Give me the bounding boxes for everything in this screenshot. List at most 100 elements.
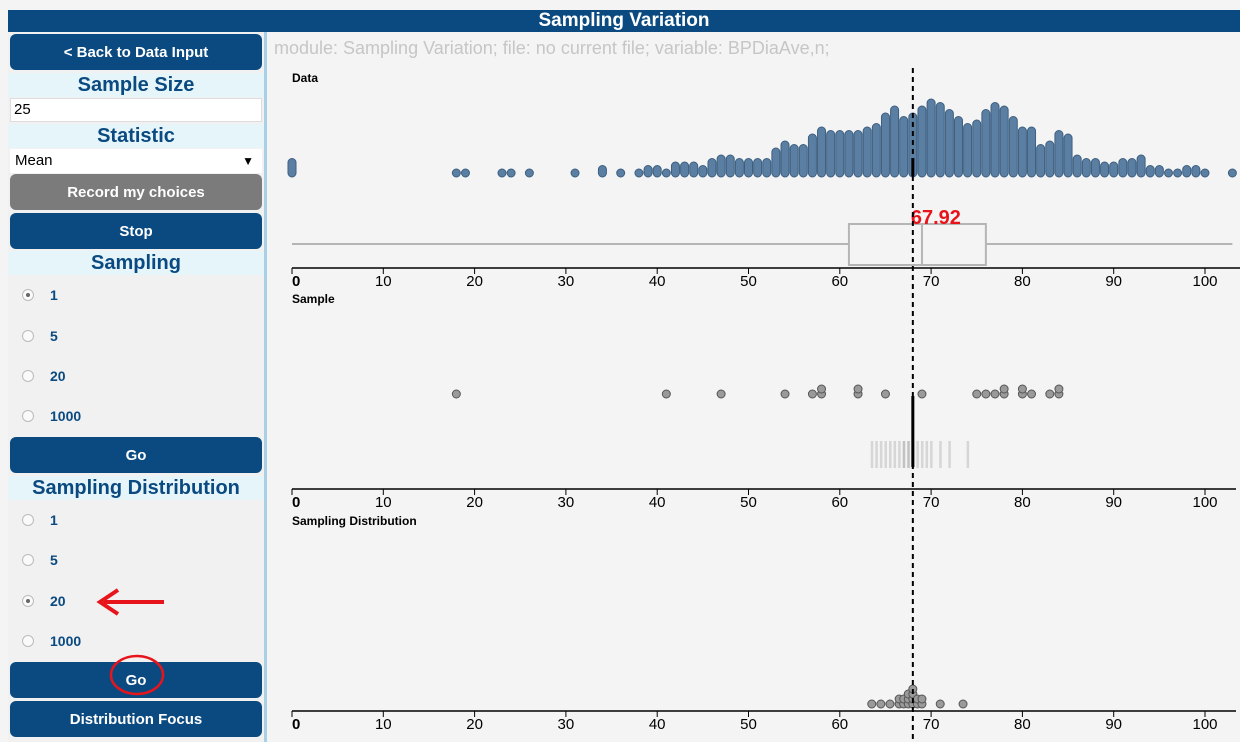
x-axis-tick-label: 60 [831, 273, 848, 290]
data-dot-column [707, 158, 717, 178]
x-axes: 0 10 20 30 40 50 60 70 80 90 1000 10 20 30 40 50 60 70 80 9… [291, 267, 1240, 733]
data-dot-column [1072, 154, 1082, 178]
data-dot-column [899, 116, 909, 178]
app-title: Sampling Variation [8, 10, 1240, 32]
panel-title-sampling-distribution: Sampling Distribution [292, 514, 417, 528]
sampling-distribution-option-label: 1000 [50, 633, 82, 649]
sample-dot [880, 389, 890, 399]
statistic-select-value: Mean [15, 152, 53, 169]
data-dot-column [287, 158, 297, 178]
radio-icon [22, 635, 34, 647]
data-dot-column [1090, 158, 1100, 178]
x-axis-tick-label: 80 [1014, 716, 1031, 733]
data-dot-column [780, 140, 790, 178]
sample-size-input[interactable]: 25 [10, 98, 262, 122]
data-dot-column [451, 168, 461, 178]
sampling-option-label: 1000 [50, 408, 82, 424]
sampling-distribution-dot [867, 699, 877, 709]
x-axis-tick-label: 40 [649, 273, 666, 290]
sample-dot [972, 389, 982, 399]
radio-icon [22, 330, 34, 342]
sampling-option-1000[interactable]: 1000 [22, 406, 81, 426]
sample-dot [990, 389, 1000, 399]
sampling-distribution-heading: Sampling Distribution [8, 476, 264, 500]
statistic-value-label: 67.92 [911, 207, 961, 229]
data-dot-column [972, 119, 982, 178]
data-dot-column [1109, 161, 1119, 178]
x-axis-tick-label: 90 [1105, 494, 1122, 511]
sampling-distribution-option-20[interactable]: 20 [22, 591, 66, 611]
data-dot-column [753, 158, 763, 178]
sample-dot [451, 389, 461, 399]
sampling-distribution-go-button[interactable]: Go [10, 662, 262, 698]
panel-title-sample: Sample [292, 292, 335, 306]
sample-dot [981, 389, 991, 399]
sample-dot [661, 389, 671, 399]
sampling-option-5[interactable]: 5 [22, 326, 58, 346]
sample-dot [917, 389, 927, 399]
x-axis-tick-label: 0 [292, 273, 300, 290]
x-axis-tick-label: 40 [649, 494, 666, 511]
sampling-distribution-dot [876, 699, 886, 709]
sample-dot [780, 389, 790, 399]
data-dot-column [661, 168, 671, 178]
data-dot-column [1008, 116, 1018, 178]
x-axis-tick-label: 20 [466, 494, 483, 511]
sampling-option-1[interactable]: 1 [22, 285, 58, 305]
sample-statistic-mark [907, 441, 910, 468]
data-dot-column [926, 98, 936, 178]
sampling-option-20[interactable]: 20 [22, 366, 66, 386]
sidebar: < Back to Data Input Sample Size 25 Stat… [8, 32, 267, 742]
sample-statistic-mark [875, 441, 878, 468]
sampling-distribution-option-1000[interactable]: 1000 [22, 631, 81, 651]
back-to-data-input-button[interactable]: < Back to Data Input [10, 34, 262, 70]
record-choices-button[interactable]: Record my choices [10, 174, 262, 210]
sample-statistic-mark [925, 441, 929, 468]
sampling-distribution-option-label: 20 [50, 593, 66, 609]
x-axis-tick-label: 100 [1192, 716, 1217, 733]
data-dot-column [762, 158, 772, 178]
sampling-distribution-option-1[interactable]: 1 [22, 510, 58, 530]
statistic-select[interactable]: Mean ▼ [10, 149, 262, 173]
data-dot-column [944, 109, 954, 178]
sampling-distribution-option-5[interactable]: 5 [22, 550, 58, 570]
sample-dot [999, 384, 1009, 394]
radio-icon [22, 289, 34, 301]
distribution-focus-button[interactable]: Distribution Focus [10, 701, 262, 737]
sampling-go-button[interactable]: Go [10, 437, 262, 473]
data-dot-column [1036, 144, 1046, 178]
data-dot-column [1027, 126, 1037, 178]
sampling-distribution-dot [935, 699, 945, 709]
radio-icon [22, 554, 34, 566]
x-axis-tick-label: 50 [740, 494, 757, 511]
data-dot-column [1045, 140, 1055, 178]
sample-statistic-mark [966, 441, 970, 468]
annotation-circle-icon [109, 654, 165, 696]
x-axis-tick-label: 30 [558, 494, 575, 511]
data-dot-column [524, 168, 534, 178]
statistic-heading: Statistic [8, 124, 264, 148]
sampling-option-label: 5 [50, 328, 58, 344]
data-dot-column [744, 158, 753, 178]
sample-statistic-mark [930, 441, 933, 468]
sample-statistic-mark [907, 441, 910, 468]
x-axis-tick-label: 90 [1105, 273, 1122, 290]
sampling-distribution-option-label: 5 [50, 552, 58, 568]
data-dot-column [460, 168, 470, 178]
data-dot-column [963, 123, 973, 178]
sample-statistic-mark [902, 441, 906, 468]
x-axis-tick-label: 70 [923, 494, 940, 511]
data-dot-column [597, 165, 607, 178]
data-dot-column [1127, 158, 1137, 178]
sampling-distribution-dot [958, 699, 968, 709]
sampling-variation-plot: Data Sample Sampling Distribution 67.92 … [287, 68, 1240, 742]
boxplot-box [847, 223, 987, 266]
x-axis-tick-label: 80 [1014, 273, 1031, 290]
data-dot-column [1118, 158, 1128, 178]
data-dot-column [1054, 130, 1064, 178]
sample-statistic-mark [870, 441, 874, 468]
data-dot-column [1063, 133, 1073, 178]
data-dot-column [880, 112, 890, 178]
stop-button[interactable]: Stop [10, 213, 262, 249]
data-dot-column [935, 102, 945, 178]
